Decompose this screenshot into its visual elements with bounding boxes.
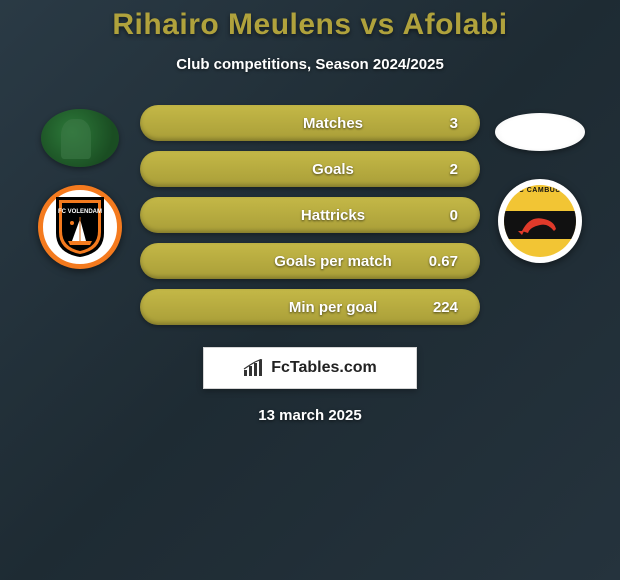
date-label: 13 march 2025 (0, 407, 620, 424)
stat-bar: Min per goal 224 (140, 289, 480, 325)
main-row: FC VOLENDAM Matches 3 Goals 2 Hattricks … (0, 103, 620, 325)
bar-chart-icon (243, 359, 265, 377)
stat-value: 0.67 (429, 253, 458, 270)
stat-label: Min per goal (162, 299, 458, 316)
comparison-title: Rihairo Meulens vs Afolabi (0, 8, 620, 42)
stat-value: 2 (450, 161, 458, 178)
stat-bar: Goals per match 0.67 (140, 243, 480, 279)
season-subtitle: Club competitions, Season 2024/2025 (0, 56, 620, 73)
right-column: SC CAMBUUR (490, 103, 590, 263)
club-left-shield-icon: FC VOLENDAM (52, 195, 108, 259)
svg-text:FC VOLENDAM: FC VOLENDAM (58, 209, 102, 215)
stat-label: Matches (162, 115, 458, 132)
player-left-avatar (41, 109, 119, 167)
stat-value: 3 (450, 115, 458, 132)
club-right-band-icon (504, 211, 576, 239)
club-left-badge: FC VOLENDAM (38, 185, 122, 269)
stat-label: Hattricks (162, 207, 458, 224)
player-right-avatar (495, 113, 585, 151)
stats-list: Matches 3 Goals 2 Hattricks 0 Goals per … (140, 105, 480, 325)
stat-label: Goals per match (162, 253, 458, 270)
brand-attribution[interactable]: FcTables.com (203, 347, 417, 389)
stat-bar: Matches 3 (140, 105, 480, 141)
infographic-root: Rihairo Meulens vs Afolabi Club competit… (0, 0, 620, 424)
brand-text: FcTables.com (271, 359, 377, 377)
club-right-inner-icon: SC CAMBUUR (504, 185, 576, 257)
club-right-badge: SC CAMBUUR (498, 179, 582, 263)
stat-bar: Hattricks 0 (140, 197, 480, 233)
stat-label: Goals (162, 161, 458, 178)
stat-value: 224 (433, 299, 458, 316)
club-right-name: SC CAMBUUR (504, 187, 576, 194)
stat-bar: Goals 2 (140, 151, 480, 187)
stat-value: 0 (450, 207, 458, 224)
left-column: FC VOLENDAM (30, 103, 130, 269)
